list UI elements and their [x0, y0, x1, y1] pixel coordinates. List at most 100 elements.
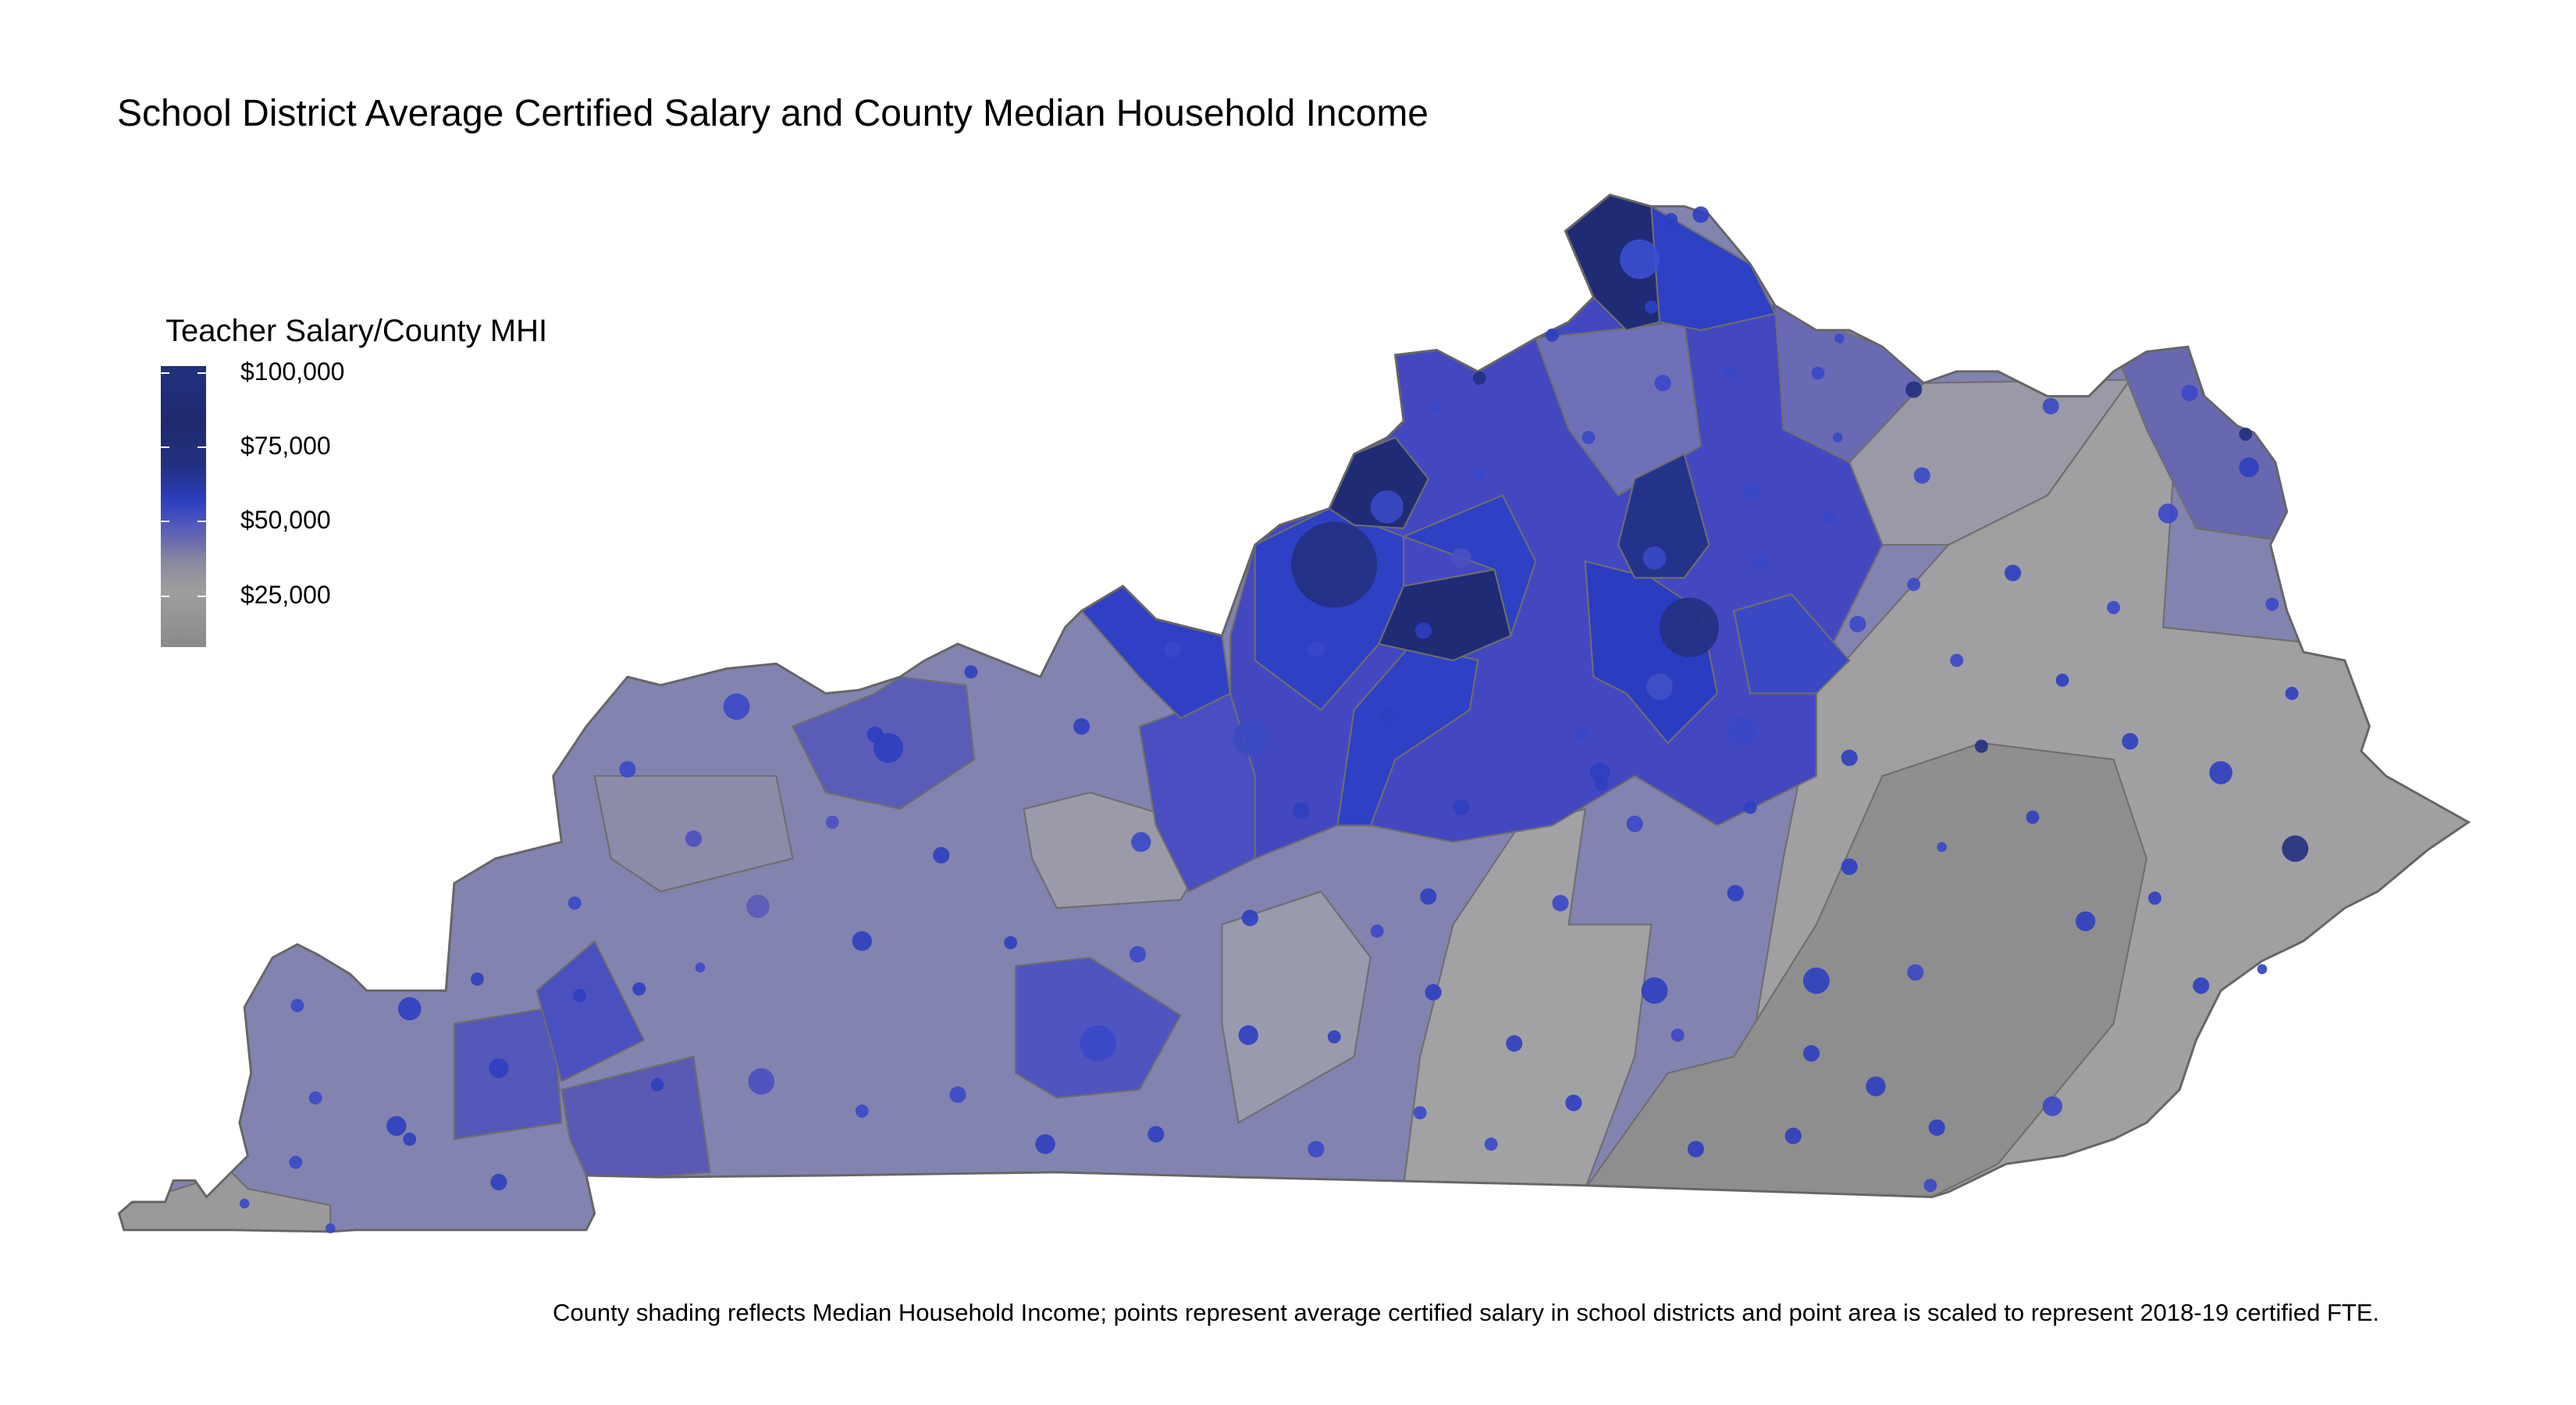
county-region	[1732, 593, 1851, 695]
district-point	[632, 982, 646, 996]
district-point	[619, 761, 636, 778]
district-point	[1453, 799, 1470, 816]
district-point	[2193, 977, 2210, 994]
district-point	[573, 988, 587, 1002]
district-point	[2257, 964, 2268, 974]
district-point	[1664, 212, 1678, 226]
district-point	[2055, 673, 2069, 687]
district-point	[239, 1198, 250, 1209]
district-point	[2042, 1096, 2063, 1116]
district-point	[1687, 1140, 1705, 1158]
district-point	[1472, 371, 1486, 385]
district-point	[1420, 887, 1437, 905]
district-point	[1073, 718, 1091, 735]
district-point	[1595, 777, 1609, 791]
district-point	[1620, 239, 1660, 279]
district-point	[1743, 800, 1757, 814]
county-region	[1617, 453, 1710, 579]
district-point	[1451, 548, 1471, 568]
district-point	[2209, 761, 2233, 784]
district-point	[2282, 835, 2309, 863]
district-point	[1907, 578, 1921, 592]
district-point	[1590, 763, 1610, 783]
district-point	[2181, 384, 2198, 401]
district-point	[1552, 895, 1569, 912]
district-point	[1425, 984, 1442, 1001]
district-point	[1802, 1044, 1820, 1062]
legend-colorbar	[161, 366, 206, 647]
district-point	[746, 895, 770, 919]
district-point	[748, 1068, 775, 1095]
county-region	[453, 1006, 563, 1140]
county-region	[1774, 304, 1925, 464]
district-point	[1164, 640, 1181, 657]
district-point	[1004, 936, 1018, 950]
district-point	[1692, 206, 1710, 223]
district-point	[1080, 1025, 1117, 1062]
district-point	[1370, 490, 1404, 524]
district-point	[1131, 832, 1151, 852]
district-point	[1811, 366, 1825, 380]
district-point	[1841, 749, 1858, 767]
district-point	[1484, 1137, 1498, 1151]
district-point	[1293, 802, 1310, 820]
district-point	[1823, 511, 1837, 525]
district-point	[1727, 884, 1744, 902]
district-point	[1923, 1179, 1937, 1193]
district-point	[1833, 432, 1843, 443]
district-point	[685, 830, 703, 848]
county-region	[1221, 890, 1372, 1124]
district-point	[1147, 1126, 1165, 1143]
district-point	[2158, 503, 2179, 524]
district-point	[1784, 1127, 1802, 1144]
district-point	[490, 1173, 507, 1191]
district-point	[1752, 554, 1769, 571]
district-point	[964, 665, 978, 679]
district-point	[568, 896, 582, 910]
legend-tick	[161, 446, 206, 448]
district-point	[1950, 653, 1964, 667]
district-point	[1928, 1119, 1945, 1136]
district-point	[397, 997, 422, 1021]
district-point	[2147, 891, 2161, 905]
district-point	[695, 962, 706, 973]
district-point	[2075, 911, 2096, 931]
legend-label: $100,000	[240, 357, 345, 386]
district-point	[1765, 627, 1785, 648]
district-point	[1743, 483, 1760, 500]
district-point	[1659, 597, 1720, 657]
legend-label: $50,000	[240, 506, 331, 534]
district-point	[386, 1115, 407, 1136]
district-point	[1428, 400, 1442, 414]
district-point	[1642, 546, 1667, 570]
district-point	[825, 815, 839, 829]
district-point	[1129, 945, 1147, 963]
state-outline	[117, 193, 2471, 1233]
district-point	[2285, 686, 2299, 700]
district-point	[1866, 1076, 1886, 1097]
county-region	[1377, 568, 1512, 662]
legend-label: $25,000	[240, 581, 331, 609]
legend-label: $75,000	[240, 432, 331, 460]
district-point	[949, 1086, 966, 1103]
district-point	[855, 1104, 869, 1118]
district-point	[2042, 397, 2059, 414]
district-point	[308, 1091, 322, 1105]
district-point	[1913, 467, 1930, 484]
district-point	[723, 693, 750, 720]
district-point	[1327, 1030, 1341, 1044]
district-point	[2107, 600, 2121, 614]
district-point	[1035, 1134, 1055, 1154]
district-point	[1413, 1106, 1427, 1120]
district-point	[1380, 708, 1394, 722]
district-point	[1626, 815, 1643, 833]
district-point	[2265, 597, 2279, 611]
district-point	[1727, 716, 1757, 747]
district-point	[1238, 1025, 1258, 1045]
legend-tick	[161, 521, 206, 522]
district-point	[1802, 967, 1830, 994]
district-point	[1905, 381, 1923, 398]
district-point	[1654, 375, 1671, 392]
district-point	[1233, 720, 1270, 756]
